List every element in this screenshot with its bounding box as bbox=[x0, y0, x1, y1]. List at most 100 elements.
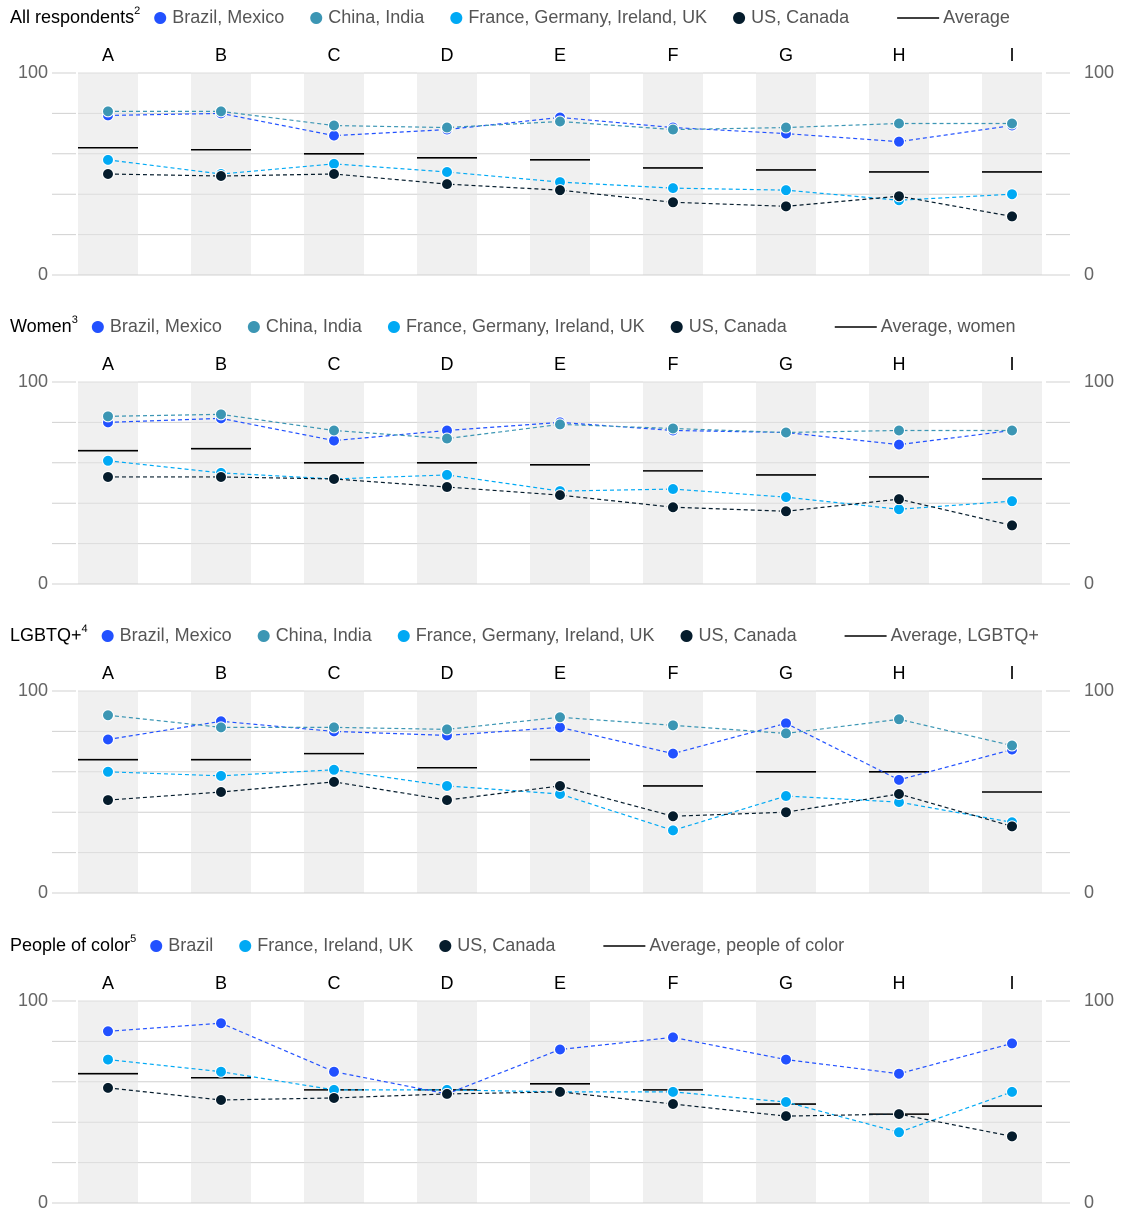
panel-title-footnote: 4 bbox=[82, 623, 88, 635]
y-tick-right-100: 100 bbox=[1084, 371, 1114, 391]
legend-marker-france_group bbox=[397, 630, 410, 642]
series-line-france_group bbox=[107, 1058, 1013, 1133]
y-tick-right-0: 0 bbox=[1084, 264, 1094, 284]
point-us_canada-A bbox=[102, 168, 114, 180]
column-band-E bbox=[530, 1001, 590, 1203]
point-china_india-H bbox=[893, 713, 905, 726]
legend-average-label: Average, people of color bbox=[649, 935, 844, 955]
y-tick-right-100: 100 bbox=[1084, 62, 1114, 82]
point-france_group-A bbox=[102, 1053, 114, 1066]
point-france_group-G bbox=[780, 491, 792, 504]
category-label-D: D bbox=[441, 354, 454, 374]
category-label-I: I bbox=[1009, 354, 1014, 374]
point-china_india-D bbox=[441, 121, 453, 134]
category-label-C: C bbox=[328, 45, 341, 65]
point-us_canada-D bbox=[441, 481, 453, 494]
point-france_group-D bbox=[441, 468, 453, 481]
legend-marker-brazil_mexico bbox=[150, 940, 163, 952]
point-france_group-B bbox=[215, 1065, 227, 1078]
y-tick-left-0: 0 bbox=[38, 1192, 48, 1211]
y-tick-left-0: 0 bbox=[38, 882, 48, 902]
column-band-I bbox=[982, 382, 1042, 584]
point-france_group-I bbox=[1006, 188, 1018, 201]
category-label-C: C bbox=[328, 354, 341, 374]
category-label-A: A bbox=[102, 354, 114, 374]
point-china_india-D bbox=[441, 723, 453, 736]
series-line-brazil_mexico bbox=[107, 417, 1013, 446]
point-france_group-C bbox=[328, 157, 340, 170]
legend-marker-us_canada bbox=[439, 940, 452, 952]
category-label-D: D bbox=[441, 663, 454, 683]
point-us_canada-F bbox=[667, 196, 679, 209]
category-label-C: C bbox=[328, 663, 341, 683]
point-us_canada-H bbox=[893, 493, 905, 506]
legend-label-china_india: China, India bbox=[266, 316, 363, 336]
point-france_group-F bbox=[667, 824, 679, 837]
series-line-us_canada bbox=[107, 173, 1013, 218]
point-china_india-E bbox=[554, 115, 566, 128]
category-label-E: E bbox=[554, 663, 566, 683]
category-label-A: A bbox=[102, 663, 114, 683]
series-line-china_india bbox=[108, 110, 1012, 131]
point-brazil_mexico-F bbox=[667, 1031, 679, 1044]
point-us_canada-I bbox=[1006, 820, 1018, 833]
point-china_india-C bbox=[328, 119, 340, 132]
point-brazil_mexico-A bbox=[102, 733, 114, 746]
legend-label-brazil_mexico: Brazil, Mexico bbox=[120, 625, 232, 645]
point-brazil_mexico-G bbox=[780, 1053, 792, 1066]
point-france_group-B bbox=[215, 769, 227, 782]
point-brazil_mexico-B bbox=[215, 1017, 227, 1030]
legend-marker-france_group bbox=[387, 321, 400, 333]
category-label-I: I bbox=[1009, 45, 1014, 65]
point-china_india-B bbox=[215, 105, 227, 118]
legend-label-us_canada: US, Canada bbox=[457, 935, 556, 955]
category-label-I: I bbox=[1009, 973, 1014, 993]
column-band-F bbox=[643, 73, 703, 275]
point-us_canada-F bbox=[667, 1098, 679, 1111]
point-us_canada-B bbox=[215, 1093, 227, 1106]
point-us_canada-B bbox=[215, 786, 227, 798]
panel-title: People of color5 bbox=[10, 933, 136, 955]
point-china_india-G bbox=[780, 121, 792, 134]
category-label-G: G bbox=[779, 663, 793, 683]
category-label-B: B bbox=[215, 45, 227, 65]
point-us_canada-C bbox=[328, 168, 340, 180]
column-band-F bbox=[643, 382, 703, 584]
point-china_india-I bbox=[1006, 424, 1018, 437]
point-us_canada-A bbox=[102, 1081, 114, 1094]
point-china_india-A bbox=[102, 105, 114, 118]
legend-marker-brazil_mexico bbox=[101, 630, 114, 642]
legend-label-france_group: France, Germany, Ireland, UK bbox=[406, 316, 645, 336]
legend-label-china_india: China, India bbox=[328, 7, 425, 27]
point-us_canada-B bbox=[215, 170, 227, 183]
point-china_india-F bbox=[667, 422, 679, 435]
point-china_india-H bbox=[893, 117, 905, 130]
column-band-I bbox=[982, 1001, 1042, 1203]
legend-label-france_group: France, Germany, Ireland, UK bbox=[416, 625, 655, 645]
y-tick-right-0: 0 bbox=[1084, 882, 1094, 902]
y-tick-right-100: 100 bbox=[1084, 680, 1114, 700]
point-brazil_mexico-G bbox=[780, 717, 792, 730]
point-us_canada-C bbox=[328, 472, 340, 485]
panel-title-footnote: 2 bbox=[134, 5, 140, 17]
legend-label-brazil_mexico: Brazil, Mexico bbox=[110, 316, 222, 336]
column-band-H bbox=[869, 73, 929, 275]
category-label-H: H bbox=[893, 663, 906, 683]
y-tick-left-100: 100 bbox=[18, 371, 48, 391]
column-band-H bbox=[869, 1001, 929, 1203]
legend-label-us_canada: US, Canada bbox=[689, 316, 788, 336]
point-us_canada-I bbox=[1006, 210, 1018, 223]
panel-title-text: All respondents bbox=[10, 7, 134, 27]
panel-title-text: Women bbox=[10, 316, 72, 336]
column-band-D bbox=[417, 1001, 477, 1203]
panel-title: Women3 bbox=[10, 314, 78, 336]
panel-title-footnote: 3 bbox=[72, 314, 78, 326]
point-china_india-E bbox=[554, 711, 566, 724]
point-brazil_mexico-H bbox=[893, 438, 905, 451]
column-band-A bbox=[78, 691, 138, 893]
legend-label-france_group: France, Germany, Ireland, UK bbox=[468, 7, 707, 27]
point-brazil_mexico-C bbox=[328, 1065, 340, 1078]
legend-label-us_canada: US, Canada bbox=[751, 7, 850, 27]
series-line-brazil_mexico bbox=[107, 720, 1013, 781]
panel-title: All respondents2 bbox=[10, 5, 140, 27]
